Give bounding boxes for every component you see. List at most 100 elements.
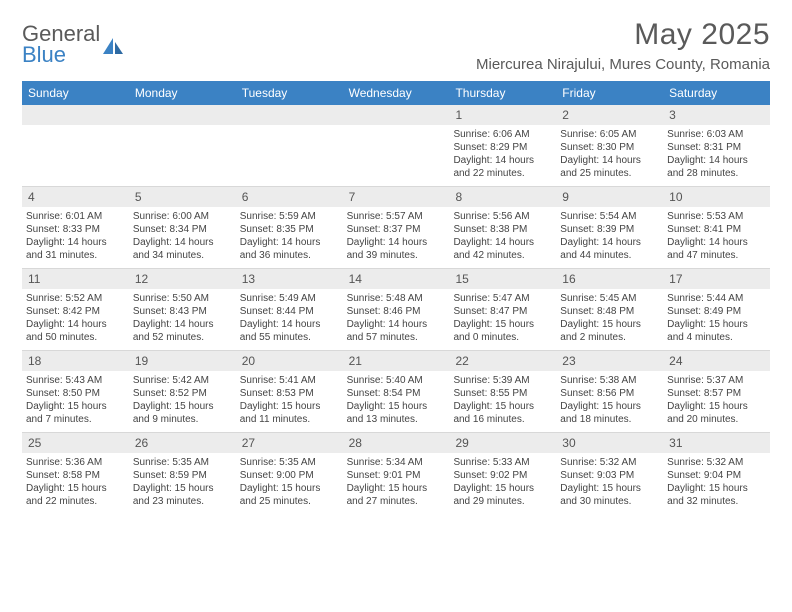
logo-text: General Blue xyxy=(22,24,100,66)
daylight-line: Daylight: 14 hours and 44 minutes. xyxy=(560,236,659,262)
sunset-line: Sunset: 8:50 PM xyxy=(26,387,125,400)
calendar-cell: 16Sunrise: 5:45 AMSunset: 8:48 PMDayligh… xyxy=(556,269,663,350)
sunrise-line: Sunrise: 5:38 AM xyxy=(560,374,659,387)
sunset-line: Sunset: 8:46 PM xyxy=(347,305,446,318)
daylight-line: Daylight: 15 hours and 0 minutes. xyxy=(453,318,552,344)
daylight-line: Daylight: 14 hours and 39 minutes. xyxy=(347,236,446,262)
calendar-cell: 12Sunrise: 5:50 AMSunset: 8:43 PMDayligh… xyxy=(129,269,236,350)
day-number xyxy=(343,105,450,125)
sunset-line: Sunset: 8:37 PM xyxy=(347,223,446,236)
day-details: Sunrise: 5:34 AMSunset: 9:01 PMDaylight:… xyxy=(343,453,450,508)
sunset-line: Sunset: 8:49 PM xyxy=(667,305,766,318)
dow-header: Thursday xyxy=(449,81,556,105)
day-details: Sunrise: 5:32 AMSunset: 9:04 PMDaylight:… xyxy=(663,453,770,508)
day-number: 8 xyxy=(449,187,556,207)
daylight-line: Daylight: 14 hours and 25 minutes. xyxy=(560,154,659,180)
day-details: Sunrise: 5:37 AMSunset: 8:57 PMDaylight:… xyxy=(663,371,770,426)
sunrise-line: Sunrise: 5:41 AM xyxy=(240,374,339,387)
sunset-line: Sunset: 8:41 PM xyxy=(667,223,766,236)
sunrise-line: Sunrise: 5:39 AM xyxy=(453,374,552,387)
calendar-cell: 23Sunrise: 5:38 AMSunset: 8:56 PMDayligh… xyxy=(556,351,663,432)
daylight-line: Daylight: 14 hours and 36 minutes. xyxy=(240,236,339,262)
sunrise-line: Sunrise: 5:45 AM xyxy=(560,292,659,305)
daylight-line: Daylight: 14 hours and 22 minutes. xyxy=(453,154,552,180)
header: General Blue May 2025 Miercurea Nirajulu… xyxy=(22,18,770,73)
day-details: Sunrise: 5:39 AMSunset: 8:55 PMDaylight:… xyxy=(449,371,556,426)
day-number: 17 xyxy=(663,269,770,289)
dow-row: SundayMondayTuesdayWednesdayThursdayFrid… xyxy=(22,81,770,105)
calendar-cell: 29Sunrise: 5:33 AMSunset: 9:02 PMDayligh… xyxy=(449,433,556,514)
sunrise-line: Sunrise: 5:32 AM xyxy=(560,456,659,469)
day-number: 21 xyxy=(343,351,450,371)
sunrise-line: Sunrise: 5:34 AM xyxy=(347,456,446,469)
daylight-line: Daylight: 15 hours and 29 minutes. xyxy=(453,482,552,508)
calendar-cell: 7Sunrise: 5:57 AMSunset: 8:37 PMDaylight… xyxy=(343,187,450,268)
daylight-line: Daylight: 15 hours and 27 minutes. xyxy=(347,482,446,508)
logo-sail-icon xyxy=(102,36,124,56)
day-number: 3 xyxy=(663,105,770,125)
dow-header: Saturday xyxy=(663,81,770,105)
calendar-cell: 13Sunrise: 5:49 AMSunset: 8:44 PMDayligh… xyxy=(236,269,343,350)
calendar-cell: 2Sunrise: 6:05 AMSunset: 8:30 PMDaylight… xyxy=(556,105,663,186)
day-details: Sunrise: 5:53 AMSunset: 8:41 PMDaylight:… xyxy=(663,207,770,262)
sunset-line: Sunset: 8:43 PM xyxy=(133,305,232,318)
sunset-line: Sunset: 8:54 PM xyxy=(347,387,446,400)
day-details: Sunrise: 5:56 AMSunset: 8:38 PMDaylight:… xyxy=(449,207,556,262)
day-details: Sunrise: 5:35 AMSunset: 9:00 PMDaylight:… xyxy=(236,453,343,508)
day-details: Sunrise: 6:00 AMSunset: 8:34 PMDaylight:… xyxy=(129,207,236,262)
daylight-line: Daylight: 14 hours and 50 minutes. xyxy=(26,318,125,344)
sunset-line: Sunset: 8:53 PM xyxy=(240,387,339,400)
dow-header: Sunday xyxy=(22,81,129,105)
daylight-line: Daylight: 15 hours and 32 minutes. xyxy=(667,482,766,508)
sunrise-line: Sunrise: 6:03 AM xyxy=(667,128,766,141)
sunrise-line: Sunrise: 5:36 AM xyxy=(26,456,125,469)
sunset-line: Sunset: 8:52 PM xyxy=(133,387,232,400)
day-details: Sunrise: 5:45 AMSunset: 8:48 PMDaylight:… xyxy=(556,289,663,344)
day-number: 30 xyxy=(556,433,663,453)
calendar-week: 1Sunrise: 6:06 AMSunset: 8:29 PMDaylight… xyxy=(22,105,770,187)
daylight-line: Daylight: 14 hours and 28 minutes. xyxy=(667,154,766,180)
day-number xyxy=(236,105,343,125)
day-number: 19 xyxy=(129,351,236,371)
daylight-line: Daylight: 15 hours and 9 minutes. xyxy=(133,400,232,426)
day-number: 28 xyxy=(343,433,450,453)
day-number: 18 xyxy=(22,351,129,371)
day-details: Sunrise: 5:43 AMSunset: 8:50 PMDaylight:… xyxy=(22,371,129,426)
daylight-line: Daylight: 15 hours and 4 minutes. xyxy=(667,318,766,344)
calendar-cell: 30Sunrise: 5:32 AMSunset: 9:03 PMDayligh… xyxy=(556,433,663,514)
day-details: Sunrise: 5:35 AMSunset: 8:59 PMDaylight:… xyxy=(129,453,236,508)
day-details: Sunrise: 5:49 AMSunset: 8:44 PMDaylight:… xyxy=(236,289,343,344)
day-details: Sunrise: 5:44 AMSunset: 8:49 PMDaylight:… xyxy=(663,289,770,344)
sunset-line: Sunset: 8:29 PM xyxy=(453,141,552,154)
daylight-line: Daylight: 15 hours and 18 minutes. xyxy=(560,400,659,426)
day-number: 25 xyxy=(22,433,129,453)
day-number: 1 xyxy=(449,105,556,125)
day-details: Sunrise: 5:47 AMSunset: 8:47 PMDaylight:… xyxy=(449,289,556,344)
calendar-cell: 22Sunrise: 5:39 AMSunset: 8:55 PMDayligh… xyxy=(449,351,556,432)
calendar-week: 18Sunrise: 5:43 AMSunset: 8:50 PMDayligh… xyxy=(22,351,770,433)
sunset-line: Sunset: 9:03 PM xyxy=(560,469,659,482)
dow-header: Friday xyxy=(556,81,663,105)
sunset-line: Sunset: 9:00 PM xyxy=(240,469,339,482)
sunrise-line: Sunrise: 5:40 AM xyxy=(347,374,446,387)
sunset-line: Sunset: 8:38 PM xyxy=(453,223,552,236)
calendar: SundayMondayTuesdayWednesdayThursdayFrid… xyxy=(22,81,770,514)
sunset-line: Sunset: 8:59 PM xyxy=(133,469,232,482)
logo-line2: Blue xyxy=(22,45,100,66)
sunrise-line: Sunrise: 5:57 AM xyxy=(347,210,446,223)
day-details: Sunrise: 5:50 AMSunset: 8:43 PMDaylight:… xyxy=(129,289,236,344)
dow-header: Monday xyxy=(129,81,236,105)
day-number: 23 xyxy=(556,351,663,371)
dow-header: Wednesday xyxy=(343,81,450,105)
sunrise-line: Sunrise: 5:42 AM xyxy=(133,374,232,387)
sunrise-line: Sunrise: 5:32 AM xyxy=(667,456,766,469)
day-number: 4 xyxy=(22,187,129,207)
day-number xyxy=(129,105,236,125)
calendar-cell xyxy=(22,105,129,186)
sunrise-line: Sunrise: 5:54 AM xyxy=(560,210,659,223)
calendar-cell: 1Sunrise: 6:06 AMSunset: 8:29 PMDaylight… xyxy=(449,105,556,186)
calendar-cell: 26Sunrise: 5:35 AMSunset: 8:59 PMDayligh… xyxy=(129,433,236,514)
day-details: Sunrise: 6:05 AMSunset: 8:30 PMDaylight:… xyxy=(556,125,663,180)
sunset-line: Sunset: 8:44 PM xyxy=(240,305,339,318)
sunset-line: Sunset: 8:55 PM xyxy=(453,387,552,400)
